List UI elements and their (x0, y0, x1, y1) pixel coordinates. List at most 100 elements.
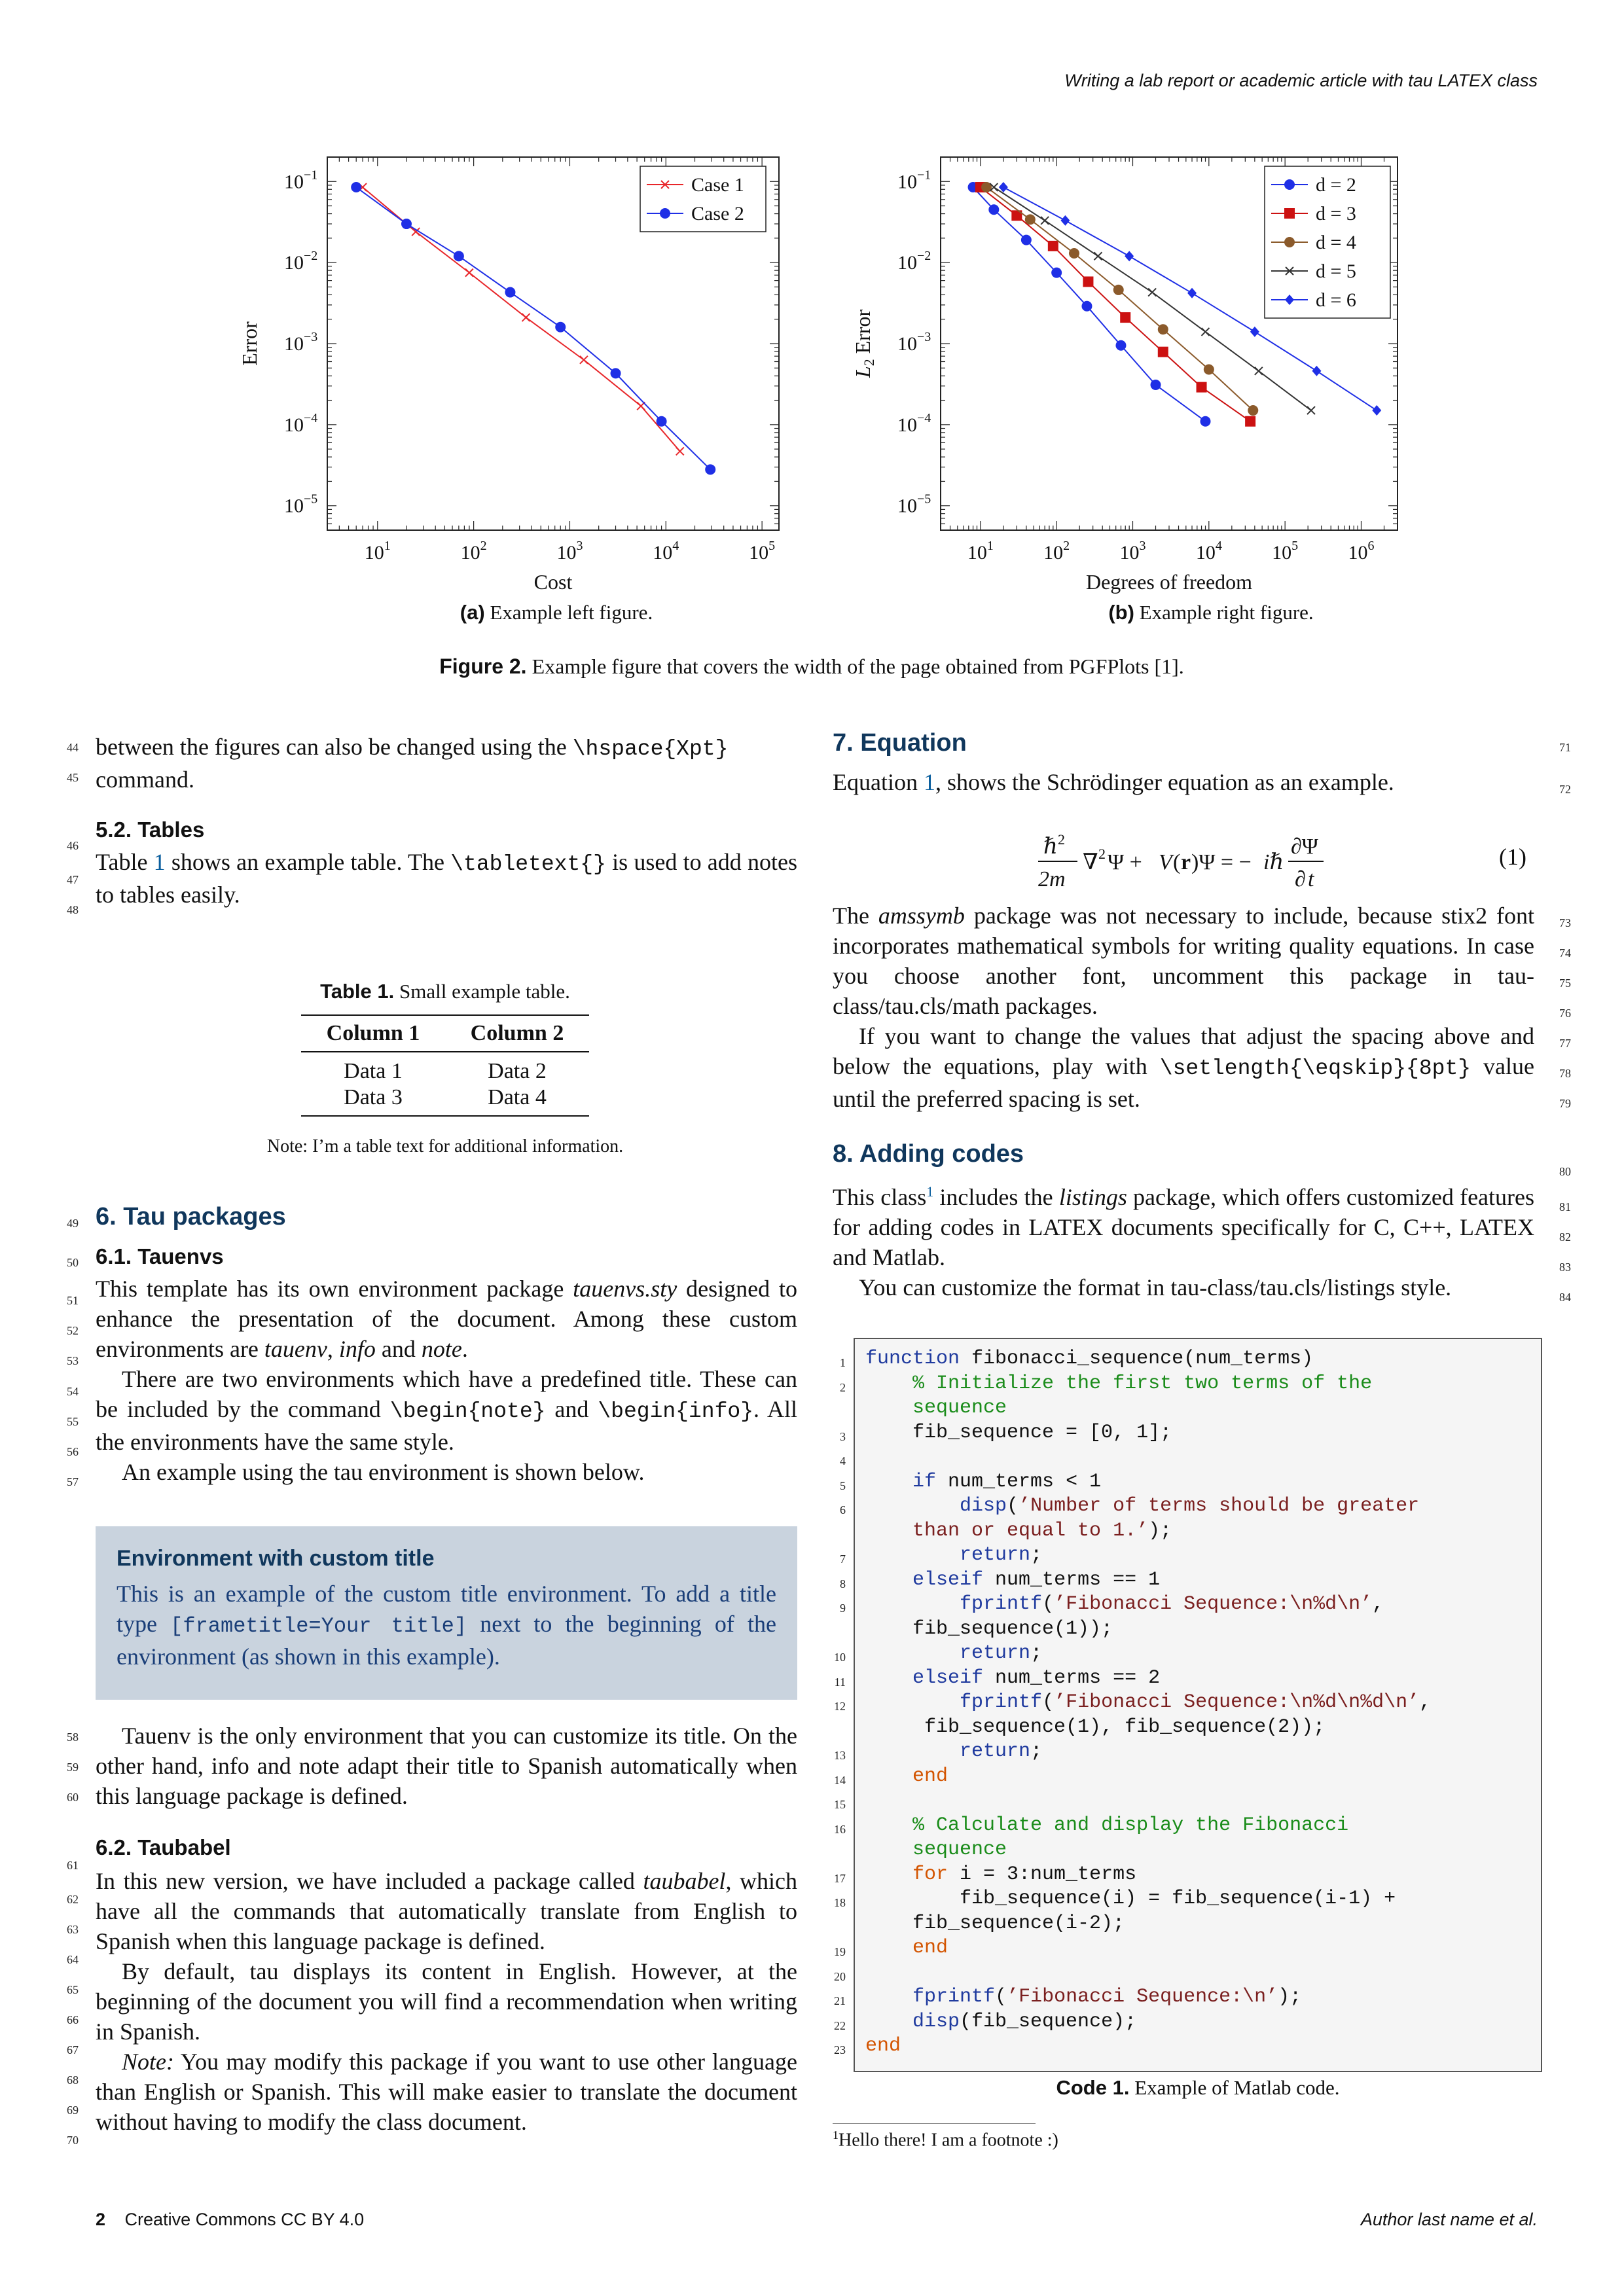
code-token: fprintf (912, 1986, 996, 2008)
series-line (355, 187, 711, 471)
legend-marker (1284, 179, 1295, 190)
data-point (705, 464, 716, 475)
data-point (465, 268, 474, 278)
code-line-number: 12 (834, 1700, 846, 1713)
left-column-c: Tauenv is the only environment that you … (96, 1721, 797, 2137)
inline-code: \begin{info} (598, 1399, 753, 1424)
page-number: 2 (96, 2210, 106, 2229)
line-number: 64 (67, 1953, 79, 1966)
code-line-number: 11 (834, 1676, 846, 1689)
table-caption-text: Small example table. (399, 980, 570, 1003)
line-number: 76 (1559, 1007, 1571, 1020)
code-line-number: 9 (840, 1602, 846, 1615)
section-heading-6-2: 6.2. Taubabel (96, 1835, 231, 1859)
code-token: end (912, 1937, 948, 1959)
svg-text:t: t (1308, 867, 1315, 891)
paragraph: Tauenv is the only environment that you … (96, 1723, 797, 1809)
code-line-number: 23 (834, 2043, 846, 2056)
line-number: 74 (1559, 946, 1571, 960)
equation-ref-link[interactable]: 1 (923, 769, 935, 795)
code-token: than or equal to 1.’ (912, 1519, 1149, 1542)
figure-caption: Figure 2. Example figure that covers the… (262, 655, 1362, 679)
footer-left: 2 Creative Commons CC BY 4.0 (96, 2210, 364, 2230)
data-point (521, 313, 531, 322)
code-token: elseif (912, 1568, 984, 1591)
legend-marker (660, 180, 670, 189)
data-point (1047, 240, 1058, 251)
line-number: 50 (67, 1256, 79, 1269)
text: and (545, 1396, 598, 1422)
x-tick-exp: 3 (576, 539, 583, 553)
line-number: 62 (67, 1893, 79, 1906)
legend-marker (660, 208, 670, 219)
text: value until the preferred spacing is set… (833, 1053, 1534, 1112)
code-line-number: 5 (840, 1479, 846, 1492)
data-point (1115, 340, 1127, 351)
text: , which have all the commands that autom… (96, 1868, 797, 1954)
footnote-ref-link[interactable]: 1 (926, 1183, 934, 1200)
data-point (610, 368, 621, 379)
code-token: return (960, 1544, 1031, 1566)
section-heading-5-2: 5.2. Tables (96, 817, 205, 842)
line-number: 77 (1559, 1037, 1571, 1050)
code-token: for (912, 1863, 948, 1886)
figure-right-caption: (b) Example right figure. (962, 601, 1460, 624)
text: Equation (833, 769, 924, 795)
data-point (351, 182, 362, 193)
text: , shows the Schrödinger equation as an e… (935, 769, 1394, 795)
x-tick-exp: 6 (1367, 539, 1374, 553)
code-token: fprintf (960, 1593, 1043, 1615)
data-point (1250, 326, 1259, 337)
line-number: 59 (67, 1761, 79, 1774)
code-line-number: 19 (834, 1945, 846, 1958)
legend-label: Case 2 (691, 203, 744, 224)
text: This template has its own environment pa… (96, 1276, 573, 1302)
line-number: 63 (67, 1923, 79, 1936)
line-number: 61 (67, 1859, 79, 1872)
code-line-number: 15 (834, 1798, 846, 1811)
text: . All the environments have the same sty… (96, 1396, 797, 1455)
left-column-b: 6. Tau packages 6.1. Tauenvs This templa… (96, 1202, 797, 1487)
paragraph: between the figures can also be changed … (96, 732, 797, 795)
caption-tag: (b) (1108, 601, 1134, 624)
caption-tag: (a) (460, 601, 485, 624)
paragraph: This class1 includes the listings packag… (833, 1177, 1534, 1272)
marker-stroke (1093, 251, 1103, 261)
y-tick-exp: −4 (304, 411, 317, 425)
paragraph: By default, tau displays its content in … (96, 1958, 797, 2045)
line-number: 46 (67, 839, 79, 852)
data-point (1312, 365, 1322, 376)
text-italic: info (338, 1336, 376, 1362)
footnote-text: Hello there! I am a footnote :) (839, 2130, 1058, 2151)
data-point (1157, 346, 1168, 357)
code-token: ’Fibonacci Sequence:\n%d\n’ (1054, 1593, 1373, 1615)
data-point (505, 287, 516, 298)
data-point (981, 182, 992, 193)
y-tick-label: 10 (284, 252, 304, 274)
code-line-number: 14 (834, 1774, 846, 1787)
x-tick-label: 10 (461, 542, 480, 564)
data-point (1120, 312, 1131, 323)
data-point (1081, 300, 1092, 312)
code-line-number: 22 (834, 2019, 846, 2032)
line-number: 81 (1559, 1200, 1571, 1213)
svg-text:Ψ +: Ψ + (1108, 850, 1142, 874)
paragraph: There are two environments which have a … (96, 1364, 797, 1457)
code-listing: function fibonacci_sequence(num_terms) %… (854, 1338, 1542, 2072)
data-point (998, 182, 1008, 193)
svg-text:2: 2 (1058, 831, 1065, 848)
x-tick-exp: 4 (1216, 539, 1222, 553)
y-tick-label: 10 (897, 495, 917, 517)
x-tick-label: 10 (556, 542, 576, 564)
running-header: Writing a lab report or academic article… (1064, 71, 1538, 90)
x-tick-exp: 5 (1291, 539, 1298, 553)
text: next to the beginning of the environment… (117, 1611, 777, 1670)
line-number: 51 (67, 1294, 79, 1307)
x-tick-label: 10 (1196, 542, 1216, 564)
table-ref-link[interactable]: 1 (153, 849, 166, 875)
text: includes the (933, 1184, 1059, 1210)
table-cell: Data 1 (344, 1059, 403, 1083)
text: between the figures can also be changed … (96, 734, 573, 760)
y-tick-label: 10 (284, 495, 304, 517)
data-point (1307, 406, 1316, 415)
